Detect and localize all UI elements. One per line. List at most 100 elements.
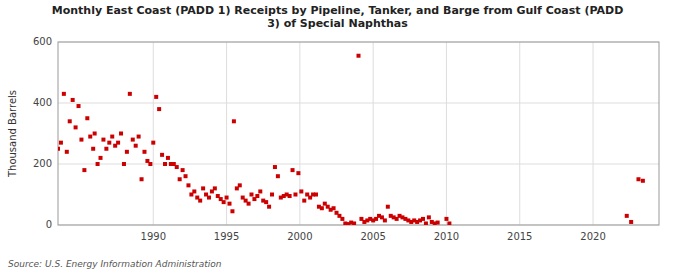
point (58, 147, 60, 151)
point (134, 144, 138, 148)
point (160, 153, 164, 157)
point (163, 162, 167, 166)
point (314, 193, 318, 197)
x-tick-label: 2020 (580, 231, 605, 242)
point (258, 189, 262, 193)
point (383, 218, 387, 222)
point (99, 156, 103, 160)
point (62, 92, 66, 96)
point (299, 189, 303, 193)
point (131, 138, 135, 142)
point (125, 150, 129, 154)
point (213, 186, 217, 190)
x-grid-line (593, 42, 594, 225)
point (184, 174, 188, 178)
point (629, 220, 633, 224)
point (91, 147, 95, 151)
x-tick-label: 2010 (434, 231, 459, 242)
point (74, 125, 78, 129)
point (264, 200, 268, 204)
point (247, 202, 251, 206)
point (320, 206, 324, 210)
point (181, 168, 185, 172)
point (68, 119, 72, 123)
point (238, 183, 242, 187)
point (340, 217, 344, 221)
point (140, 177, 144, 181)
point (151, 141, 155, 145)
point (65, 150, 69, 154)
point (192, 189, 196, 193)
x-tick-label: 2000 (287, 231, 312, 242)
point (128, 92, 132, 96)
point (270, 193, 274, 197)
point (101, 138, 105, 142)
point (166, 156, 170, 160)
point (71, 98, 75, 102)
point (154, 95, 158, 99)
point (228, 202, 232, 206)
point (175, 165, 179, 169)
point (222, 200, 226, 204)
point (357, 54, 361, 58)
point (59, 141, 63, 145)
point (96, 162, 100, 166)
point (267, 205, 271, 209)
y-grid-line (58, 164, 659, 165)
point (88, 135, 92, 139)
point (421, 217, 425, 221)
point (302, 199, 306, 203)
point (157, 107, 161, 111)
chart: 02004006001990199520002005201020152020Mo… (0, 0, 675, 275)
point (288, 194, 292, 198)
point (79, 138, 83, 142)
x-grid-line (519, 42, 520, 225)
point (332, 206, 336, 210)
y-tick-label: 200 (33, 158, 52, 169)
y-tick-label: 600 (33, 36, 52, 47)
point (352, 221, 356, 225)
point (291, 168, 295, 172)
y-axis-label: Thousand Barrels (7, 90, 18, 178)
point (636, 177, 640, 181)
point (137, 135, 141, 139)
point (625, 214, 629, 218)
y-tick-label: 400 (33, 97, 52, 108)
point (273, 165, 277, 169)
point (427, 215, 431, 219)
point (436, 221, 440, 225)
point (77, 104, 81, 108)
point (386, 205, 390, 209)
x-grid-line (153, 42, 154, 225)
point (424, 221, 428, 225)
point (444, 217, 448, 221)
point (186, 183, 190, 187)
point (232, 119, 236, 123)
point (293, 193, 297, 197)
y-grid-line (58, 103, 659, 104)
point (641, 179, 645, 183)
source-note: Source: U.S. Energy Information Administ… (8, 259, 222, 269)
point (82, 168, 86, 172)
grid (58, 42, 659, 225)
x-grid-line (373, 42, 374, 225)
point (230, 209, 234, 213)
plot-frame (58, 42, 659, 225)
point (110, 135, 114, 139)
x-tick-label: 1990 (141, 231, 166, 242)
point (201, 186, 205, 190)
point (276, 174, 280, 178)
x-tick-label: 1995 (214, 231, 239, 242)
point (122, 162, 126, 166)
point (249, 193, 253, 197)
point (142, 150, 146, 154)
point (107, 141, 111, 145)
point (207, 196, 211, 200)
point (85, 116, 89, 120)
point (104, 147, 108, 151)
point (225, 196, 229, 200)
y-tick-label: 0 (46, 219, 52, 230)
point (296, 171, 300, 175)
x-tick-label: 2005 (360, 231, 385, 242)
point (116, 141, 120, 145)
